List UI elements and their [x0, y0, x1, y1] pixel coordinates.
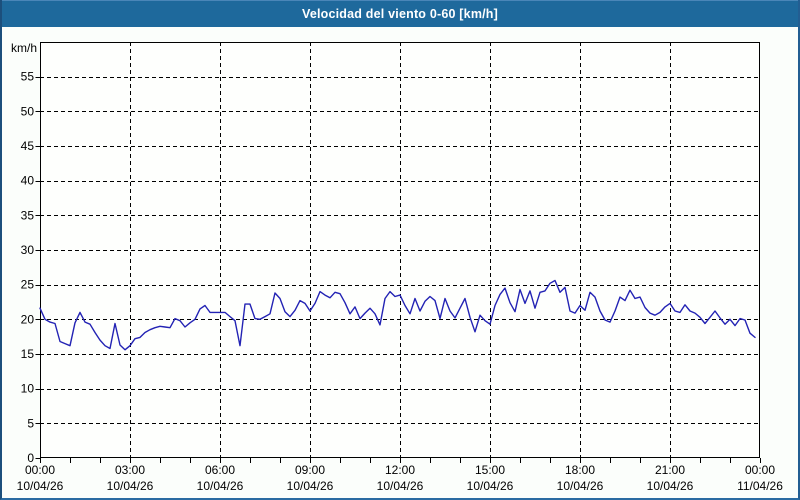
x-time-label: 21:00 [655, 463, 685, 477]
x-time-label: 03:00 [115, 463, 145, 477]
y-tick-label: 20 [21, 312, 35, 326]
y-tick-label: 40 [21, 174, 35, 188]
x-time-label: 00:00 [745, 463, 775, 477]
y-tick-label: 45 [21, 139, 35, 153]
x-date-label: 10/04/26 [377, 479, 424, 493]
x-date-label: 10/04/26 [557, 479, 604, 493]
y-tick-label: 0 [27, 451, 34, 465]
axis-ticks [35, 77, 761, 463]
y-tick-label: 25 [21, 278, 35, 292]
chart-title: Velocidad del viento 0-60 [km/h] [301, 7, 499, 21]
x-time-label: 15:00 [475, 463, 505, 477]
y-axis-unit-label: km/h [11, 41, 37, 55]
x-date-label: 10/04/26 [647, 479, 694, 493]
y-tick-label: 10 [21, 382, 35, 396]
y-tick-label: 15 [21, 347, 35, 361]
gridlines [40, 42, 760, 458]
y-tick-label: 35 [21, 208, 35, 222]
x-date-label: 10/04/26 [17, 479, 64, 493]
y-tick-label: 55 [21, 70, 35, 84]
x-axis-labels: 00:00 10/04/26 03:00 10/04/26 06:00 10/04/26 0… [17, 463, 784, 493]
y-tick-label: 30 [21, 243, 35, 257]
y-tick-label: 50 [21, 104, 35, 118]
x-time-label: 06:00 [205, 463, 235, 477]
x-time-label: 18:00 [565, 463, 595, 477]
x-time-label: 12:00 [385, 463, 415, 477]
x-date-label: 10/04/26 [467, 479, 514, 493]
x-date-label: 10/04/26 [287, 479, 334, 493]
x-date-label: 10/04/26 [107, 479, 154, 493]
y-tick-label: 5 [27, 416, 34, 430]
x-time-label: 09:00 [295, 463, 325, 477]
x-date-label: 10/04/26 [197, 479, 244, 493]
plot-frame [40, 42, 760, 458]
wind-speed-line [39, 279, 756, 351]
y-axis-labels: 0 5 10 15 20 25 30 35 40 45 50 55 [21, 70, 35, 465]
x-date-label: 11/04/26 [737, 479, 783, 493]
titlebar: Velocidad del viento 0-60 [km/h] [0, 0, 800, 27]
x-time-label: 00:00 [25, 463, 55, 477]
